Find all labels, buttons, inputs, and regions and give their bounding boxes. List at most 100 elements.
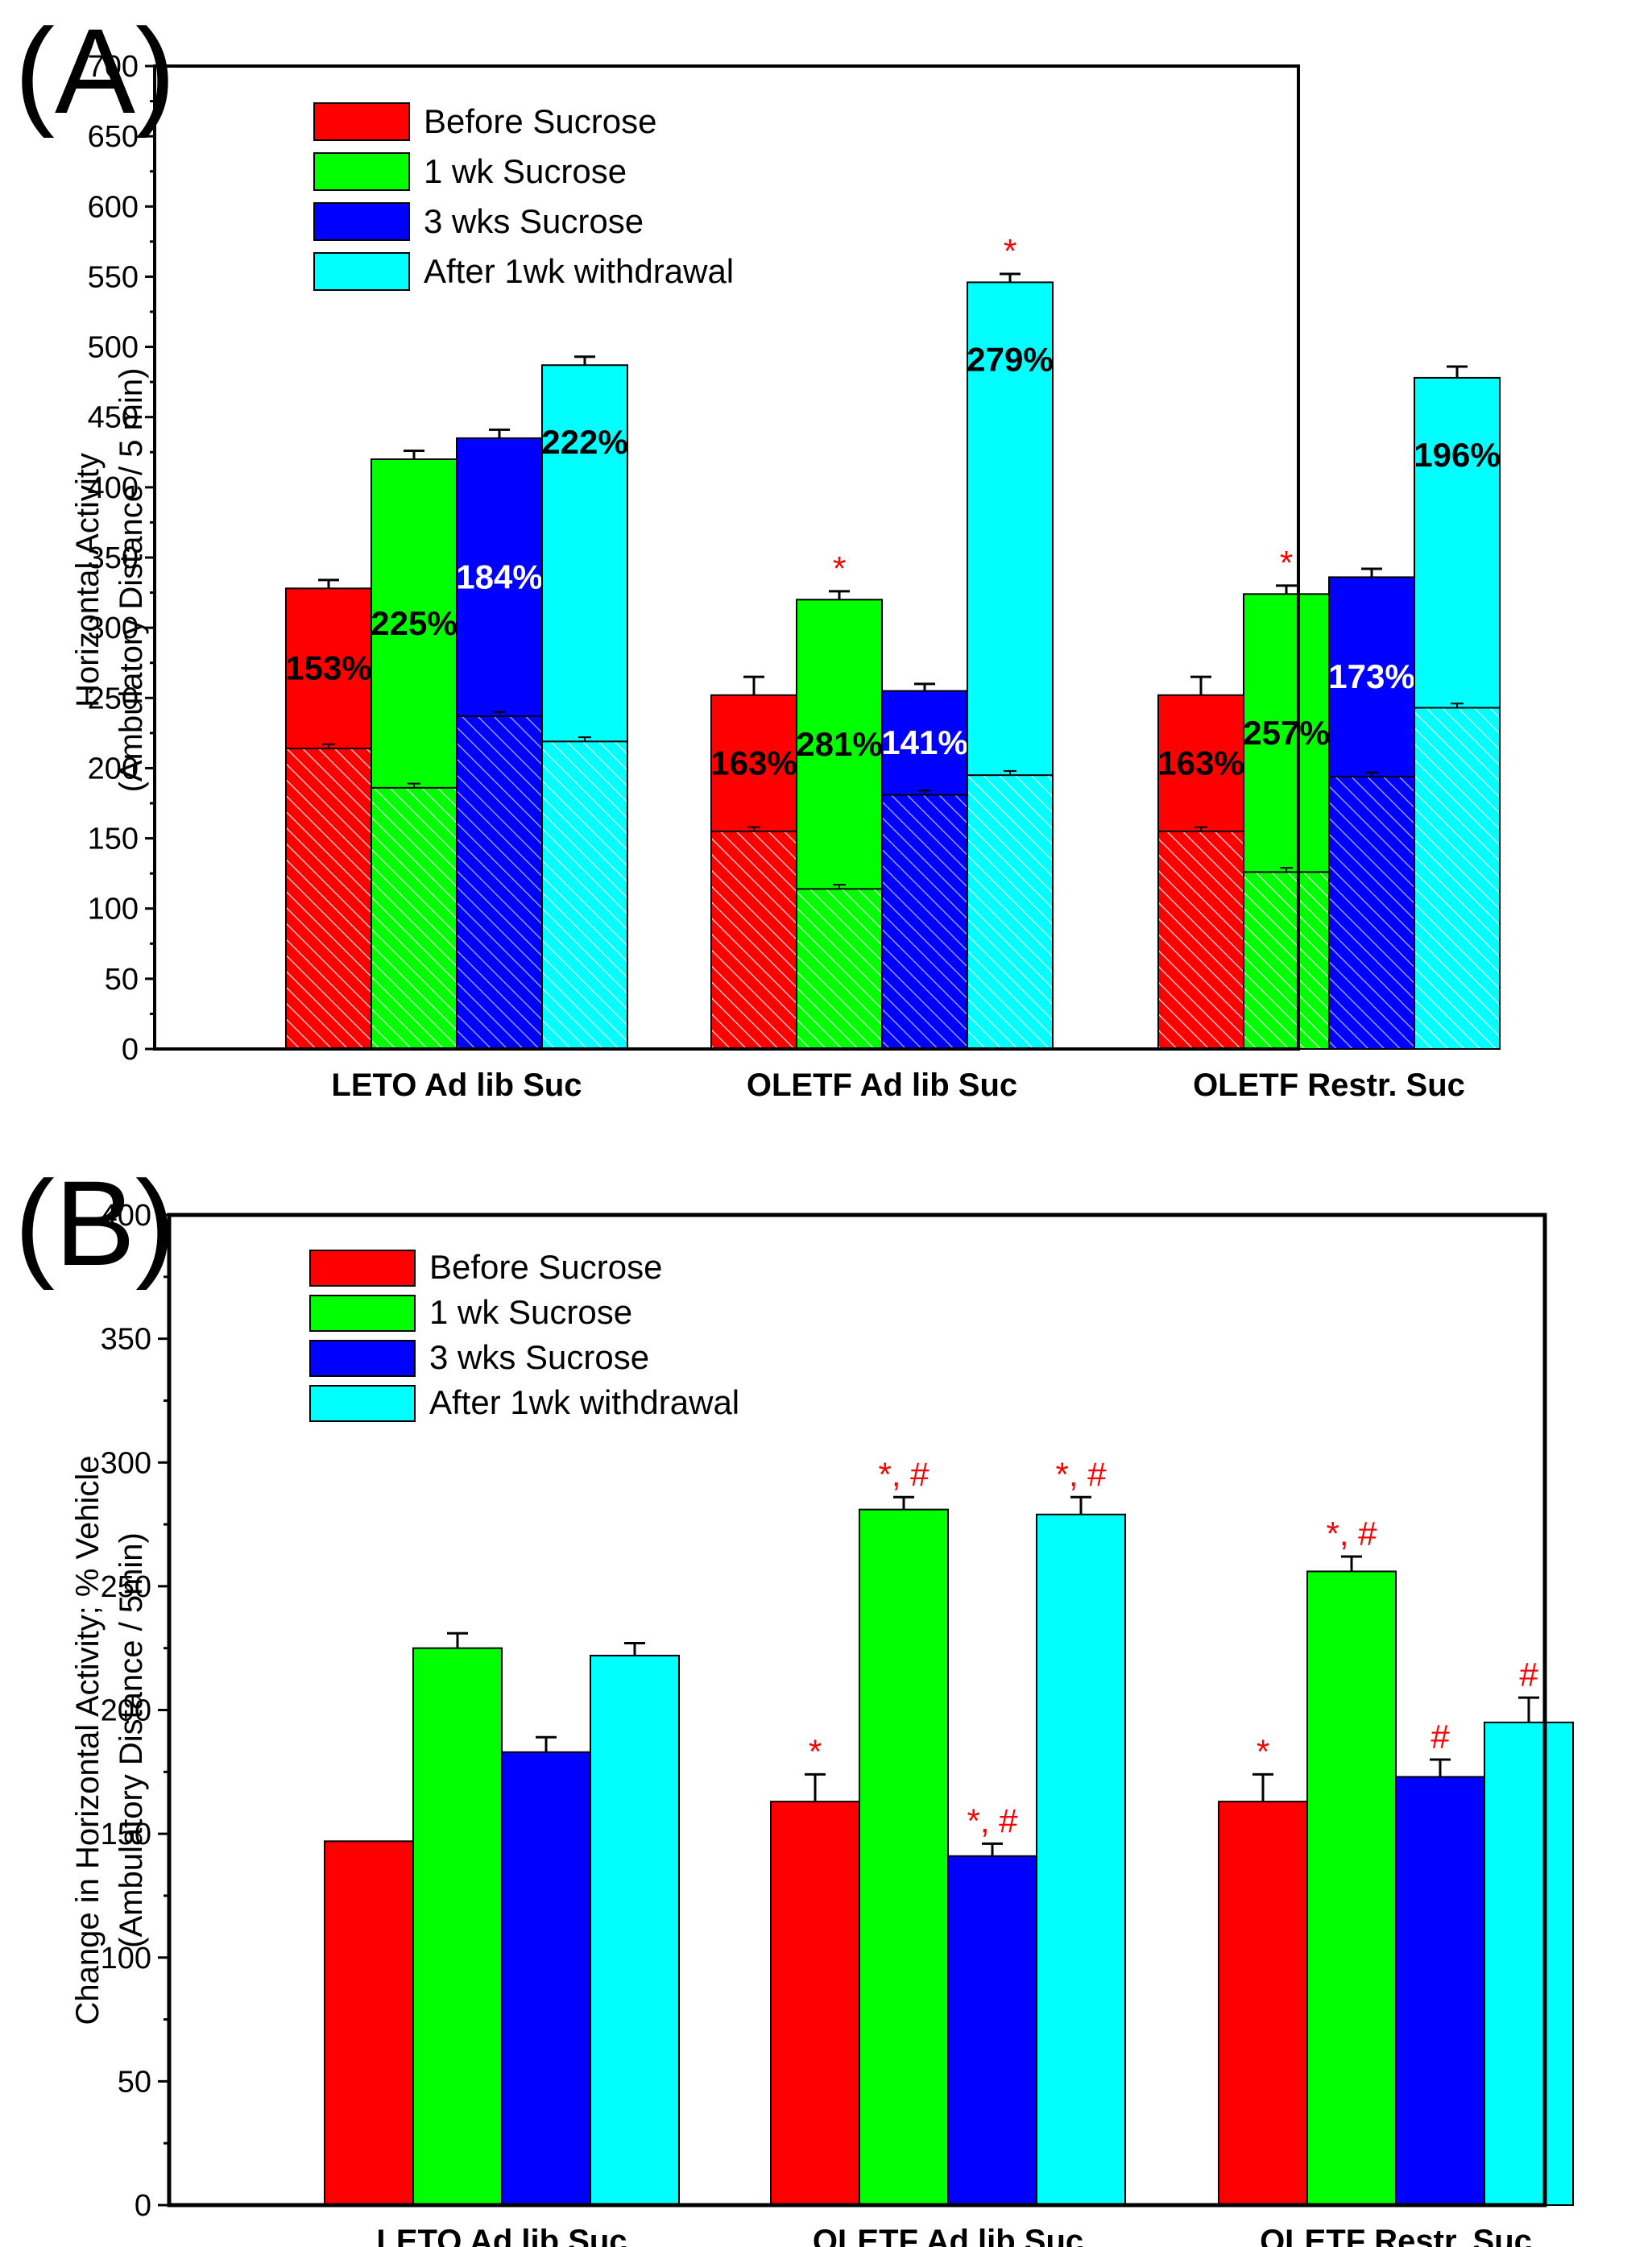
panel-a-significance-marker: * (1280, 544, 1293, 582)
panel-a-percent-label: 153% (285, 649, 371, 687)
panel-b-bar-before (770, 1801, 860, 2207)
panel-b-legend-label: Before Sucrose (429, 1248, 663, 1286)
panel-b-significance-marker: *, # (1326, 1515, 1377, 1553)
panel-a-y-tick-label: 100 (88, 893, 139, 927)
panel-b-y-tick-label: 300 (101, 1446, 151, 1480)
panel-a-y-tick-label: 700 (88, 50, 139, 84)
panel-a-legend-swatch-wk3 (313, 202, 410, 241)
panel-b-bar-withdrawal (590, 1654, 680, 2206)
panel-a-y-tick-label: 450 (88, 401, 139, 435)
panel-b-y-tick-label: 250 (101, 1570, 151, 1604)
panel-a-y-tick-label: 550 (88, 260, 139, 294)
panel-b-bar-wk1 (412, 1647, 503, 2206)
panel-a-y-tick-label: 400 (88, 471, 139, 505)
panel-a-percent-label: 184% (456, 558, 542, 595)
panel-b-legend: Before Sucrose 1 wk Sucrose 3 wks Sucrose A… (309, 1248, 739, 1422)
panel-b-bars: * *, # *, # *, # * *, # # # (324, 1455, 1574, 2207)
panel-b-significance-marker: # (1519, 1656, 1538, 1694)
panel-a-vehicle-bar-wk1 (1243, 871, 1330, 1051)
panel-b-plot-frame (167, 1213, 1547, 2208)
panel-a-significance-marker: * (1004, 232, 1016, 270)
panel-b-significance-marker: # (1430, 1718, 1450, 1756)
panel-a-y-axis-title-line1: Horizontal Activity (70, 453, 106, 707)
panel-b-bar-before (1218, 1801, 1308, 2207)
panel-a-y-tick-label: 50 (105, 963, 139, 997)
panel-b-significance-marker: *, # (1055, 1455, 1107, 1493)
panel-a-percent-label: 279% (967, 340, 1053, 378)
panel-a-label: (A) (14, 3, 176, 139)
panel-a-y-tick-label: 200 (88, 752, 139, 786)
panel-a-y-tick-label: 150 (88, 823, 139, 856)
panel-b-legend-label: After 1wk withdrawal (429, 1383, 739, 1421)
panel-a-vehicle-bar-before (1157, 830, 1244, 1051)
panel-b-significance-marker: *, # (967, 1801, 1018, 1839)
panel-a-y-tick-label: 650 (88, 120, 139, 154)
panel-a-category-label: OLETF Ad lib Suc (747, 1068, 1017, 1103)
panel-a-y-tick-label: 300 (88, 611, 139, 645)
panel-a-percent-label: 173% (1328, 657, 1414, 695)
panel-b-bar-withdrawal (1036, 1513, 1126, 2206)
panel-b-bar-wk1 (1306, 1570, 1397, 2206)
panel-a-legend-label: 1 wk Sucrose (424, 152, 627, 190)
panel-b-legend-swatch-before (309, 1250, 416, 1287)
panel-a-percent-label: 163% (1157, 744, 1244, 781)
panel-b-legend-label: 1 wk Sucrose (429, 1293, 632, 1331)
panel-b-y-axis-title-line2: (Ambulatory Distance / 5min) (114, 1532, 149, 1948)
panel-a-percent-label: 281% (796, 725, 882, 763)
panel-a-vehicle-bar-wk3 (881, 794, 968, 1050)
panel-a-legend-label: After 1wk withdrawal (424, 252, 734, 290)
panel-a-percent-label: 222% (541, 423, 627, 461)
panel-a-y-tick-label: 500 (88, 331, 139, 365)
panel-a-legend-label: Before Sucrose (424, 102, 657, 140)
panel-a-percent-label: 141% (881, 723, 967, 761)
panel-a-y-axis: 0 50 100 150 200 250 300 350 400 450 500 550 600 650 7… (88, 50, 155, 1067)
panel-b-y-tick-label: 400 (101, 1199, 151, 1233)
panel-a-percent-label: 163% (710, 744, 797, 781)
panel-a-category-label: OLETF Restr. Suc (1193, 1068, 1465, 1103)
panel-a-y-tick-label: 350 (88, 541, 139, 575)
panel-b-significance-marker: *, # (878, 1455, 930, 1493)
panel-a-vehicle-bar-withdrawal (1414, 707, 1501, 1050)
panel-b-y-tick-label: 100 (101, 1942, 151, 1975)
panel-b-label: (B) (14, 1155, 176, 1291)
panel-b-bar-before (324, 1840, 414, 2207)
panel-b-category-label: LETO Ad lib Suc (376, 2224, 627, 2247)
panel-a-legend-swatch-wk1 (313, 152, 410, 191)
panel-a-legend-swatch-before (313, 102, 410, 141)
panel-b-category-label: OLETF Restr. Suc (1260, 2224, 1532, 2247)
panel-b-legend-swatch-wk3 (309, 1340, 416, 1377)
panel-a-percent-label: 225% (371, 604, 457, 642)
panel-b-x-axis: LETO Ad lib Suc OLETF Ad lib Suc OLETF Res… (376, 2224, 1532, 2247)
panel-b-legend-label: 3 wks Sucrose (429, 1338, 649, 1376)
panel-b-category-label: OLETF Ad lib Suc (813, 2224, 1083, 2247)
panel-b-y-axis: 0 50 100 150 200 250 300 350 400 (101, 1199, 169, 2223)
panel-a-vehicle-bar-withdrawal (967, 774, 1054, 1051)
panel-b-legend-swatch-wk1 (309, 1295, 416, 1332)
panel-a-category-label: LETO Ad lib Suc (331, 1068, 582, 1103)
panel-a-chart: (A) Horizontal Activity (Ambulatory Dist… (14, 3, 1501, 1103)
panel-a-y-axis-title-line2: (Ambulatory Distance / 5 min) (114, 368, 149, 793)
panel-a-vehicle-bar-wk3 (1328, 775, 1415, 1051)
panel-a-vehicle-bar-wk1 (796, 888, 883, 1051)
panel-b-y-tick-label: 350 (101, 1323, 151, 1357)
panel-a-vehicle-bar-wk3 (456, 715, 543, 1050)
panel-a-legend-swatch-withdrawal (313, 252, 410, 291)
panel-b-chart: (B) Change in Horizontal Activity; % Veh… (14, 1155, 1574, 2247)
panel-b-legend-swatch-withdrawal (309, 1385, 416, 1422)
panel-b-bar-wk3 (501, 1751, 591, 2206)
panel-b-significance-marker: * (1257, 1732, 1269, 1770)
panel-b-y-tick-label: 150 (101, 1818, 151, 1851)
panel-a-percent-label: 257% (1243, 714, 1329, 752)
panel-b-significance-marker: * (809, 1732, 822, 1770)
panel-a-plot-frame (153, 64, 1300, 1051)
panel-a-percent-label: 196% (1414, 436, 1500, 474)
panel-b-bar-wk3 (947, 1855, 1037, 2207)
panel-b-bar-wk3 (1395, 1776, 1485, 2206)
panel-a-x-axis: LETO Ad lib Suc OLETF Ad lib Suc OLETF Res… (331, 1068, 1465, 1103)
panel-a-vehicle-bar-withdrawal (541, 740, 628, 1050)
panel-a-vehicle-bar-before (710, 830, 797, 1051)
panel-a-y-tick-label: 250 (88, 682, 139, 715)
panel-a-y-tick-label: 0 (122, 1033, 139, 1067)
panel-a-vehicle-bar-wk1 (371, 786, 458, 1050)
